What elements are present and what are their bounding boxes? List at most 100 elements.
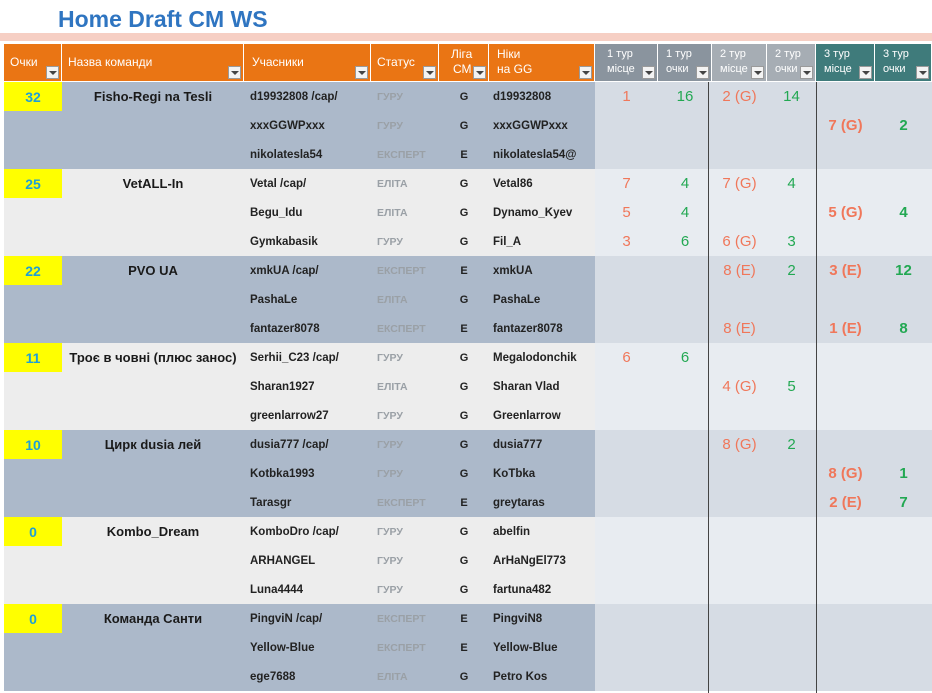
round3-place[interactable] xyxy=(816,633,875,662)
league-cell[interactable]: G xyxy=(439,372,489,401)
round1-place[interactable] xyxy=(595,372,658,401)
status-badge[interactable]: ЕЛІТА xyxy=(371,662,439,691)
gg-nick[interactable]: Fil_A xyxy=(489,227,595,256)
round1-score[interactable] xyxy=(658,314,712,343)
team-name[interactable]: VetALL-In xyxy=(62,169,244,198)
round1-score[interactable] xyxy=(658,604,712,633)
round3-place[interactable] xyxy=(816,227,875,256)
member-name[interactable]: ege7688 xyxy=(244,662,371,691)
round3-place[interactable] xyxy=(816,82,875,111)
round3-place[interactable] xyxy=(816,169,875,198)
round2-score[interactable]: 2 xyxy=(767,430,816,459)
filter-dropdown-icon[interactable] xyxy=(916,66,929,79)
round1-score[interactable] xyxy=(658,546,712,575)
round3-place[interactable] xyxy=(816,372,875,401)
col-header-r2-place[interactable]: 2 тур місце xyxy=(712,44,767,81)
round1-score[interactable]: 6 xyxy=(658,227,712,256)
round1-score[interactable] xyxy=(658,459,712,488)
round2-place[interactable] xyxy=(712,140,767,169)
team-points[interactable]: 11 xyxy=(4,343,62,372)
round1-score[interactable] xyxy=(658,517,712,546)
round2-place[interactable] xyxy=(712,517,767,546)
round2-place[interactable] xyxy=(712,575,767,604)
status-badge[interactable]: ГУРУ xyxy=(371,82,439,111)
round1-place[interactable] xyxy=(595,546,658,575)
league-cell[interactable]: G xyxy=(439,285,489,314)
round3-score[interactable] xyxy=(875,604,932,633)
status-badge[interactable]: ГУРУ xyxy=(371,343,439,372)
round1-place[interactable] xyxy=(595,285,658,314)
team-name[interactable] xyxy=(62,372,244,401)
round2-score[interactable] xyxy=(767,662,816,691)
team-points[interactable] xyxy=(4,459,62,488)
round1-place[interactable] xyxy=(595,488,658,517)
status-badge[interactable]: ЕКСПЕРТ xyxy=(371,256,439,285)
gg-nick[interactable]: Megalodonchik xyxy=(489,343,595,372)
league-cell[interactable]: G xyxy=(439,459,489,488)
gg-nick[interactable]: Yellow-Blue xyxy=(489,633,595,662)
round1-place[interactable]: 1 xyxy=(595,82,658,111)
round1-place[interactable] xyxy=(595,459,658,488)
round1-score[interactable] xyxy=(658,401,712,430)
team-points[interactable] xyxy=(4,401,62,430)
round3-score[interactable] xyxy=(875,517,932,546)
team-name[interactable] xyxy=(62,662,244,691)
round3-score[interactable] xyxy=(875,285,932,314)
round1-score[interactable]: 16 xyxy=(658,82,712,111)
round3-place[interactable]: 7 (G) xyxy=(816,111,875,140)
round2-place[interactable]: 2 (G) xyxy=(712,82,767,111)
round3-place[interactable] xyxy=(816,575,875,604)
status-badge[interactable]: ГУРУ xyxy=(371,546,439,575)
league-cell[interactable]: E xyxy=(439,488,489,517)
status-badge[interactable]: ЕКСПЕРТ xyxy=(371,140,439,169)
league-cell[interactable]: E xyxy=(439,256,489,285)
round3-score[interactable]: 1 xyxy=(875,459,932,488)
gg-nick[interactable]: nikolatesla54@ xyxy=(489,140,595,169)
team-name[interactable]: Команда Санти xyxy=(62,604,244,633)
round2-place[interactable] xyxy=(712,198,767,227)
round2-score[interactable] xyxy=(767,111,816,140)
round2-place[interactable] xyxy=(712,285,767,314)
round1-place[interactable] xyxy=(595,111,658,140)
round1-place[interactable] xyxy=(595,401,658,430)
round3-place[interactable] xyxy=(816,662,875,691)
team-name[interactable] xyxy=(62,285,244,314)
round3-place[interactable]: 1 (E) xyxy=(816,314,875,343)
round2-place[interactable] xyxy=(712,662,767,691)
round3-place[interactable]: 8 (G) xyxy=(816,459,875,488)
gg-nick[interactable]: Dynamo_Kyev xyxy=(489,198,595,227)
team-points[interactable]: 0 xyxy=(4,517,62,546)
league-cell[interactable]: G xyxy=(439,343,489,372)
round2-place[interactable]: 4 (G) xyxy=(712,372,767,401)
status-badge[interactable]: ЕКСПЕРТ xyxy=(371,314,439,343)
member-name[interactable]: Vetal /cap/ xyxy=(244,169,371,198)
round3-place[interactable]: 3 (E) xyxy=(816,256,875,285)
member-name[interactable]: nikolatesla54 xyxy=(244,140,371,169)
filter-dropdown-icon[interactable] xyxy=(800,66,813,79)
member-name[interactable]: PashaLe xyxy=(244,285,371,314)
round2-place[interactable]: 8 (G) xyxy=(712,430,767,459)
team-name[interactable] xyxy=(62,198,244,227)
team-name[interactable]: Fisho-Regi na Tesli xyxy=(62,82,244,111)
round1-place[interactable]: 3 xyxy=(595,227,658,256)
status-badge[interactable]: ЕКСПЕРТ xyxy=(371,488,439,517)
round1-place[interactable]: 6 xyxy=(595,343,658,372)
round1-place[interactable] xyxy=(595,314,658,343)
league-cell[interactable]: G xyxy=(439,198,489,227)
round1-place[interactable] xyxy=(595,140,658,169)
team-name[interactable] xyxy=(62,488,244,517)
round2-score[interactable] xyxy=(767,546,816,575)
round2-place[interactable] xyxy=(712,604,767,633)
team-name[interactable] xyxy=(62,227,244,256)
round2-place[interactable] xyxy=(712,343,767,372)
league-cell[interactable]: G xyxy=(439,169,489,198)
col-header-r3-place[interactable]: 3 тур місце xyxy=(816,44,875,81)
gg-nick[interactable]: ArHaNgEl773 xyxy=(489,546,595,575)
status-badge[interactable]: ГУРУ xyxy=(371,517,439,546)
filter-dropdown-icon[interactable] xyxy=(642,66,655,79)
gg-nick[interactable]: fantazer8078 xyxy=(489,314,595,343)
member-name[interactable]: Serhii_C23 /cap/ xyxy=(244,343,371,372)
round2-place[interactable] xyxy=(712,111,767,140)
member-name[interactable]: Gymkabasik xyxy=(244,227,371,256)
team-points[interactable] xyxy=(4,111,62,140)
